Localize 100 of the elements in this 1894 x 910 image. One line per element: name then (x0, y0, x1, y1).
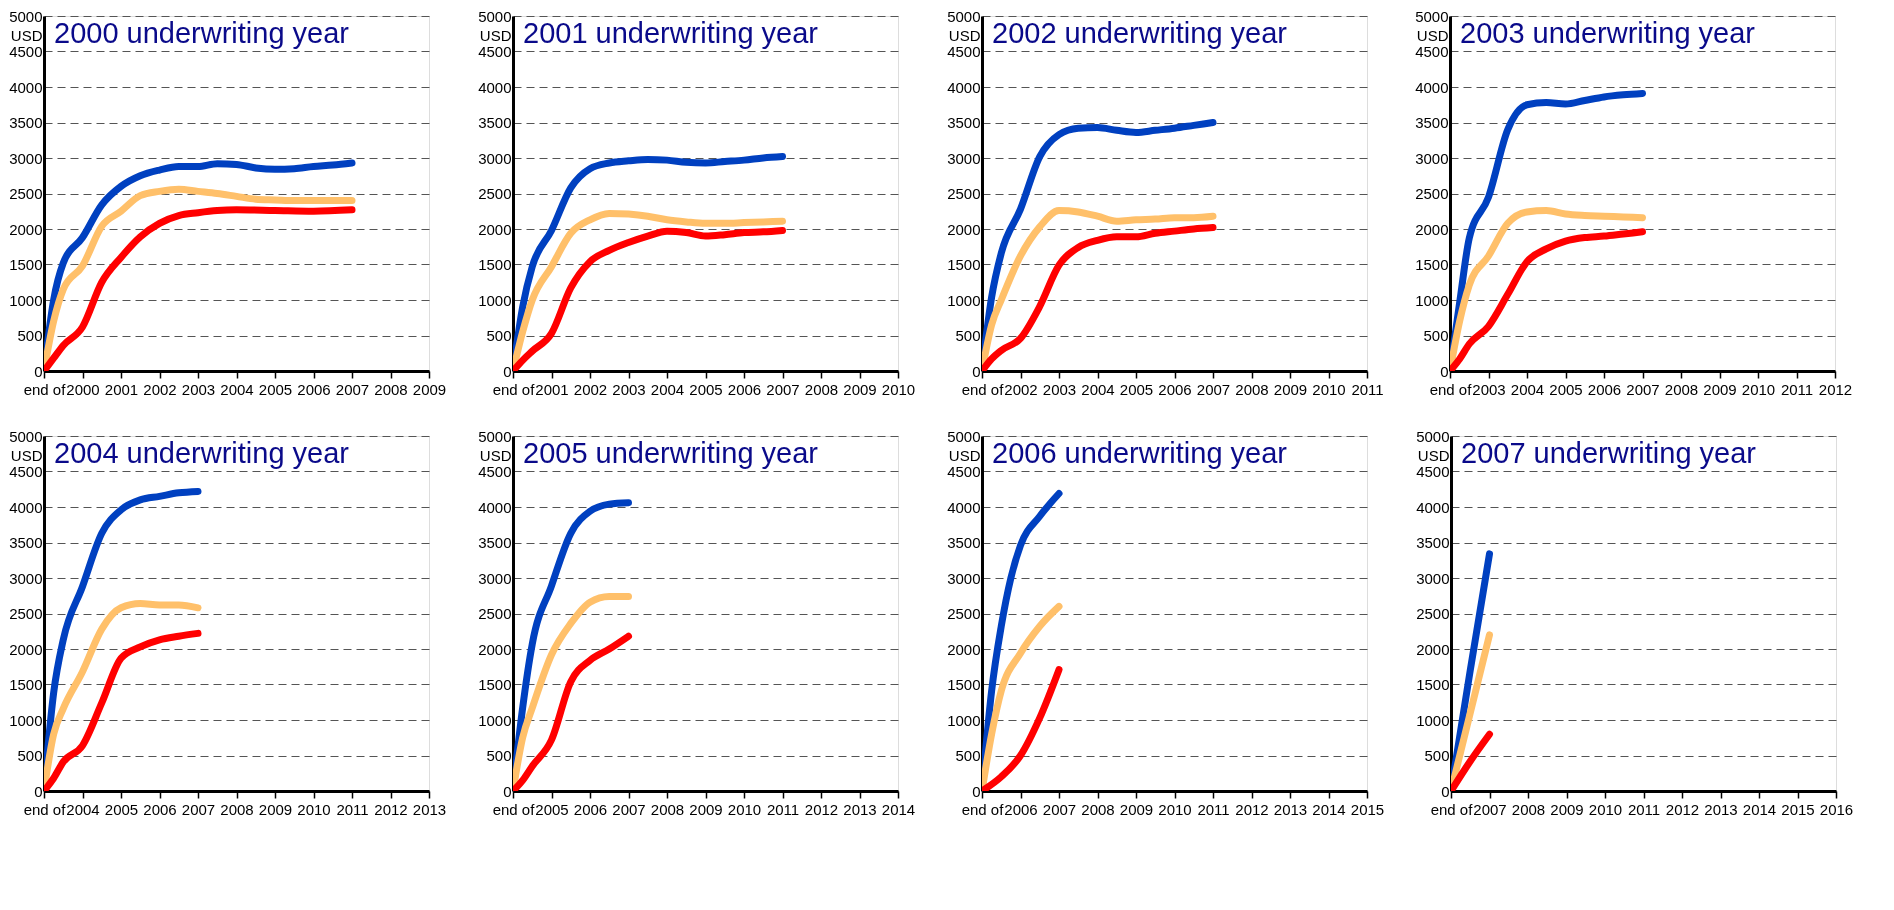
y-tick-label: 0 (34, 782, 43, 800)
y-tick-label: 4000 (1415, 78, 1449, 96)
y-tick-label: 3500 (1415, 114, 1449, 131)
x-tick-label: 2003 (612, 380, 646, 398)
x-tick-label: 2005 (1549, 380, 1583, 398)
x-tick-label: 2008 (1081, 800, 1115, 818)
y-tick-label: 5000 (9, 427, 43, 445)
y-tick-label: 2000 (478, 640, 512, 658)
chart-title: 2006 underwriting year (992, 437, 1288, 469)
y-tick-label: 2500 (9, 605, 43, 622)
x-tick-label: 2008 (1235, 380, 1269, 398)
y-tick-label: 4000 (1416, 498, 1450, 516)
y-axis-title: USD (1417, 446, 1450, 464)
y-tick-label: 2000 (947, 640, 981, 658)
x-tick-label: 2012 (1235, 800, 1269, 818)
y-tick-label: 1000 (947, 291, 981, 309)
y-tick-label: 1500 (478, 256, 512, 273)
y-tick-label: 0 (1441, 782, 1450, 800)
x-tick-label: 2007 (766, 380, 800, 398)
y-tick-label: 0 (34, 362, 43, 380)
y-axis-title: USD (479, 446, 512, 464)
x-tick-label: 2013 (1273, 800, 1308, 818)
x-tick-label: 2008 (804, 380, 839, 398)
y-axis-title: USD (1416, 26, 1449, 44)
y-tick-label: 2500 (478, 605, 512, 622)
x-tick-label: 2010 (297, 800, 331, 818)
chart-title: 2007 underwriting year (1461, 437, 1757, 469)
y-tick-label: 1500 (1416, 676, 1450, 693)
x-tick-label: 2004 (650, 380, 685, 398)
y-tick-label: 1000 (9, 291, 43, 309)
x-tick-label: 2007 (1196, 380, 1231, 398)
x-tick-label: 2003 (1042, 380, 1077, 398)
y-tick-label: 4500 (947, 43, 981, 60)
y-tick-label: 1000 (1416, 711, 1450, 729)
y-axis-title: USD (10, 446, 43, 464)
x-tick-label: end of (961, 380, 1005, 398)
x-tick-label: 2013 (843, 800, 877, 818)
y-tick-label: 3000 (478, 569, 512, 587)
y-tick-label: 500 (1424, 747, 1450, 764)
x-tick-label: 2005 (1119, 380, 1154, 398)
x-tick-label: 2007 (335, 380, 370, 398)
x-tick-label: 2009 (1273, 380, 1308, 398)
x-tick-label: 2005 (689, 380, 723, 398)
x-tick-label: 2009 (412, 380, 447, 398)
x-tick-label: 2003 (1472, 380, 1506, 398)
x-tick-label: 2006 (1158, 380, 1192, 398)
x-tick-label: end of (492, 800, 536, 818)
x-tick-label: 2004 (1510, 380, 1545, 398)
x-tick-label: 2006 (297, 380, 331, 398)
y-tick-label: 1000 (1415, 291, 1449, 309)
x-tick-label: 2005 (535, 800, 569, 818)
x-tick-label: 2006 (143, 800, 177, 818)
y-tick-label: 3000 (1416, 569, 1450, 587)
y-tick-label: 4500 (9, 463, 43, 480)
y-tick-label: 2000 (1415, 220, 1449, 238)
x-tick-label: 2010 (1158, 800, 1192, 818)
y-tick-label: 5000 (478, 427, 512, 445)
y-tick-label: 1500 (478, 676, 512, 693)
x-tick-label: 2005 (258, 380, 293, 398)
x-tick-label: 2004 (66, 800, 100, 818)
x-tick-label: 2013 (412, 800, 447, 818)
y-tick-label: 5000 (1415, 7, 1449, 25)
chart-title: 2001 underwriting year (523, 17, 819, 49)
x-tick-label: 2006 (1004, 800, 1038, 818)
x-tick-label: 2007 (1626, 380, 1660, 398)
x-tick-label: 2013 (1704, 800, 1738, 818)
y-tick-label: 2000 (478, 220, 512, 238)
y-tick-label: 1500 (1415, 256, 1449, 273)
y-tick-label: 1000 (947, 711, 981, 729)
y-tick-label: 0 (1440, 362, 1449, 380)
x-tick-label: 2008 (374, 380, 408, 398)
y-tick-label: 3000 (947, 569, 981, 587)
y-tick-label: 4500 (478, 463, 512, 480)
x-tick-label: 2008 (650, 800, 685, 818)
x-tick-label: 2012 (374, 800, 408, 818)
y-tick-label: 3000 (9, 569, 43, 587)
x-tick-label: 2011 (1780, 380, 1814, 398)
y-tick-label: 4500 (947, 463, 981, 480)
y-tick-label: 500 (17, 747, 43, 764)
y-tick-label: 2500 (1415, 185, 1449, 202)
chart-title: 2005 underwriting year (523, 437, 819, 469)
y-tick-label: 0 (503, 782, 512, 800)
y-tick-label: 3500 (1416, 534, 1450, 551)
y-tick-label: 5000 (478, 7, 512, 25)
y-tick-label: 5000 (9, 7, 43, 25)
x-tick-label: 2011 (1351, 380, 1384, 398)
y-tick-label: 3500 (947, 114, 981, 131)
y-tick-label: 5000 (1416, 427, 1450, 445)
x-tick-label: 2001 (104, 380, 139, 398)
y-tick-label: 1000 (478, 291, 512, 309)
x-tick-label: 2016 (1819, 800, 1854, 818)
y-tick-label: 5000 (947, 7, 981, 25)
y-tick-label: 2500 (478, 185, 512, 202)
x-tick-label: 2004 (220, 380, 254, 398)
y-tick-label: 2000 (9, 640, 43, 658)
y-tick-label: 3500 (9, 114, 43, 131)
chart-title: 2002 underwriting year (992, 17, 1288, 49)
x-tick-label: 2008 (220, 800, 254, 818)
x-tick-label: 2010 (881, 380, 916, 398)
x-tick-label: 2011 (766, 800, 800, 818)
